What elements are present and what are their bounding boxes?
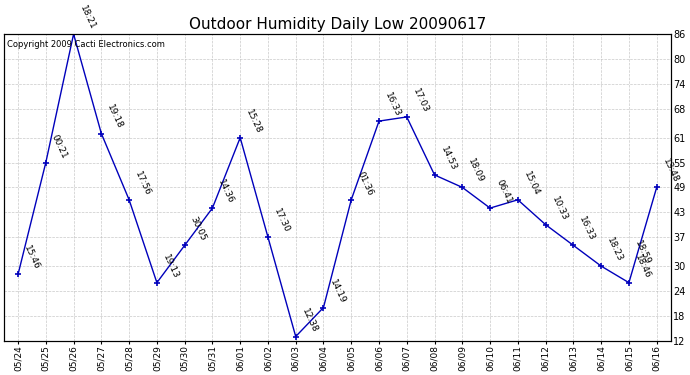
Text: 10:33: 10:33 — [550, 195, 569, 222]
Text: 18:23: 18:23 — [605, 236, 624, 263]
Text: 18:09: 18:09 — [466, 158, 486, 184]
Text: 17:03: 17:03 — [411, 87, 430, 114]
Text: 14:19: 14:19 — [328, 278, 346, 305]
Text: 18:21: 18:21 — [78, 4, 97, 31]
Text: 01:36: 01:36 — [355, 170, 375, 197]
Text: 15:04: 15:04 — [522, 170, 541, 197]
Text: 19:13: 19:13 — [161, 253, 180, 280]
Text: 18:59: 18:59 — [633, 239, 652, 266]
Text: 16:33: 16:33 — [383, 91, 402, 118]
Text: 13:48: 13:48 — [661, 158, 680, 184]
Text: 12:38: 12:38 — [300, 307, 319, 334]
Text: 15:28: 15:28 — [244, 108, 264, 135]
Text: 14:53: 14:53 — [439, 145, 457, 172]
Text: 19:18: 19:18 — [106, 104, 125, 131]
Text: 15:46: 15:46 — [22, 244, 41, 272]
Title: Outdoor Humidity Daily Low 20090617: Outdoor Humidity Daily Low 20090617 — [189, 16, 486, 32]
Text: 00:21: 00:21 — [50, 133, 69, 160]
Text: 17:30: 17:30 — [272, 207, 291, 234]
Text: 30:05: 30:05 — [189, 215, 208, 243]
Text: 06:41: 06:41 — [494, 178, 513, 206]
Text: 14:36: 14:36 — [217, 178, 235, 206]
Text: 16:33: 16:33 — [578, 215, 597, 243]
Text: 17:56: 17:56 — [133, 170, 152, 197]
Text: Copyright 2009 Cacti Electronics.com: Copyright 2009 Cacti Electronics.com — [8, 40, 166, 49]
Text: 18:46: 18:46 — [633, 253, 652, 280]
